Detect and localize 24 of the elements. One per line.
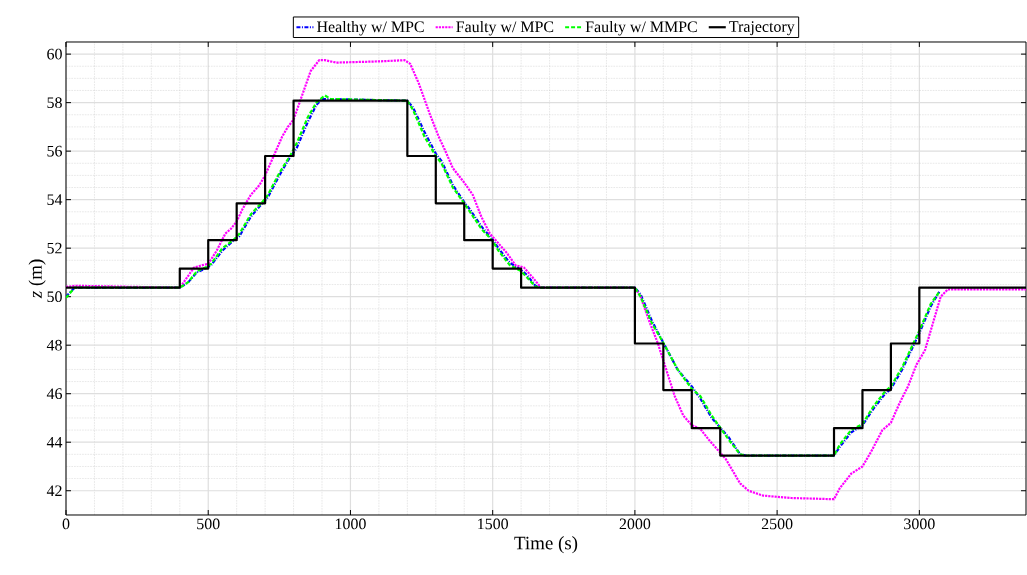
y-tick-label: 56 [47, 145, 63, 157]
y-tick-label: 50 [47, 291, 62, 303]
legend-label: Trajectory [729, 21, 795, 36]
line-series [66, 59, 1027, 501]
x-axis-title: Time (s) [514, 536, 578, 554]
x-tick-label: 500 [197, 518, 220, 530]
legend-label: Healthy w/ MPC [317, 20, 424, 36]
y-tick-label: 58 [47, 97, 62, 109]
y-tick-label: 52 [47, 242, 62, 254]
x-tick-label: 0 [62, 518, 70, 530]
legend-label: Faulty w/ MPC [456, 20, 554, 36]
x-tick-label: 3000 [904, 518, 935, 530]
x-tick-label: 1000 [335, 518, 366, 530]
x-tick-label: 2500 [761, 518, 793, 530]
y-tick-label: 46 [46, 388, 63, 400]
y-tick-label: 44 [46, 436, 63, 448]
x-tick-label: 2000 [619, 518, 651, 530]
y-tick-label: 60 [47, 48, 62, 60]
y-axis-title: z (m) [28, 259, 46, 299]
y-tick-label: 54 [47, 194, 63, 205]
legend-label: Faulty w/ MMPC [585, 20, 697, 36]
x-tick-label: 1500 [478, 518, 509, 530]
y-tick-label: 48 [46, 339, 62, 351]
y-tick-label: 42 [46, 485, 62, 497]
